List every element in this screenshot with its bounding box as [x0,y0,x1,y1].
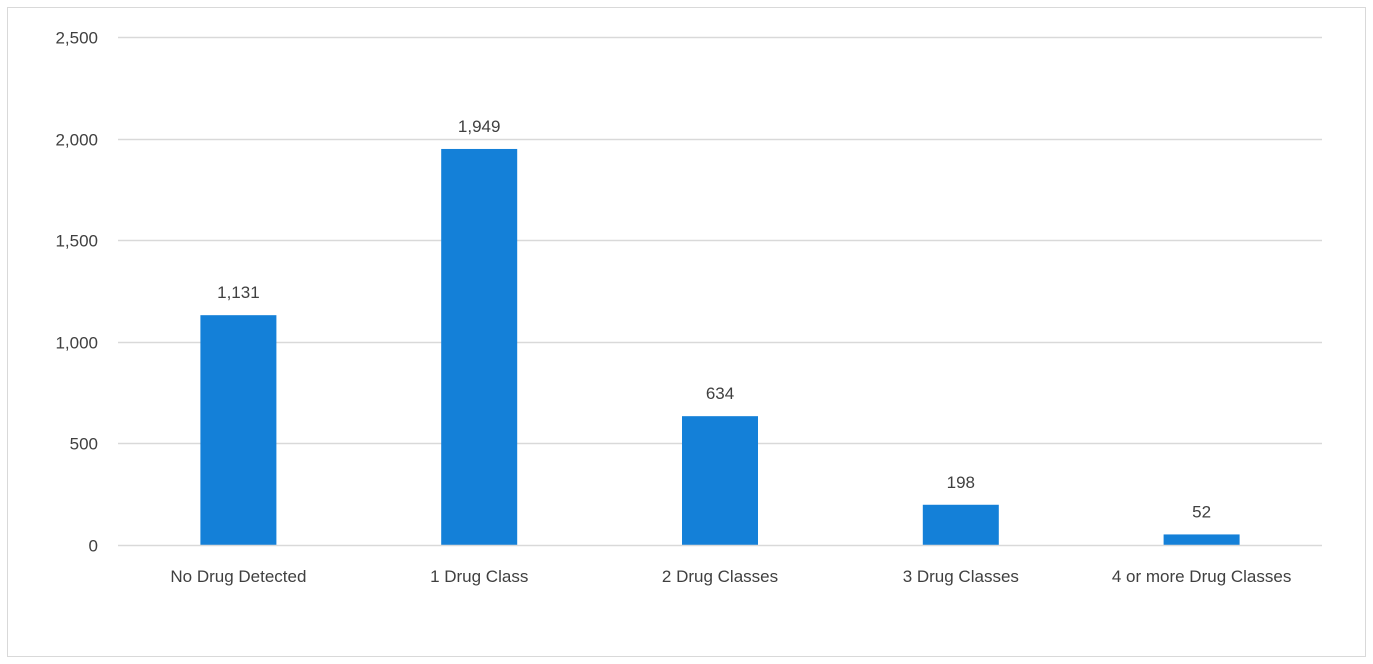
y-tick-label: 2,500 [55,29,98,48]
x-tick-label: 1 Drug Class [430,567,528,586]
data-label: 52 [1192,502,1211,521]
data-label: 1,131 [217,283,260,302]
data-labels: 1,131 1,949 634 198 52 [217,117,1211,521]
y-tick-label: 1,000 [55,334,98,353]
y-tick-label: 0 [89,537,98,556]
bar [200,315,277,545]
y-tick-label: 500 [70,435,98,454]
x-tick-label: 3 Drug Classes [903,567,1019,586]
y-tick-label: 1,500 [55,232,98,251]
data-label: 198 [947,473,975,492]
bar [1163,534,1240,545]
bar [682,416,758,545]
data-label: 634 [706,384,734,403]
y-tick-label: 2,000 [55,131,98,150]
y-axis-tick-labels: 0 500 1,000 1,500 2,000 2,500 [55,29,98,556]
bars [200,148,1240,545]
bar [441,148,518,545]
x-tick-label: 4 or more Drug Classes [1112,567,1292,586]
x-tick-label: 2 Drug Classes [662,567,778,586]
x-tick-label: No Drug Detected [170,567,306,586]
data-label: 1,949 [458,117,501,136]
x-axis-tick-labels: No Drug Detected 1 Drug Class 2 Drug Class… [170,567,1291,586]
bar [922,504,999,545]
gridlines [118,36,1322,445]
